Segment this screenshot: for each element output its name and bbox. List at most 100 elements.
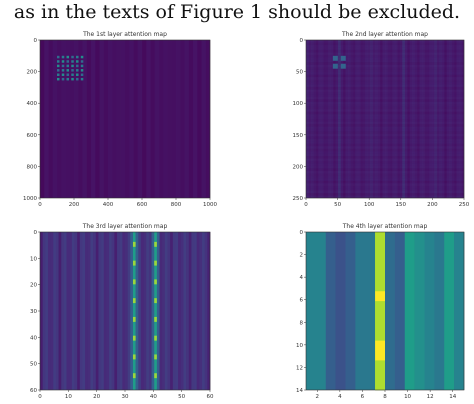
heatmap-row — [306, 69, 464, 73]
heatmap-column — [180, 40, 185, 198]
heatmap-column — [345, 40, 349, 198]
heatmap-row — [306, 173, 464, 177]
heatmap-column — [313, 40, 317, 198]
heatmap-column — [306, 232, 317, 390]
y-tick-label: 4 — [300, 275, 304, 281]
x-tick-label: 150 — [396, 202, 407, 208]
x-tick-label: 60 — [207, 394, 214, 400]
heatmap-column — [95, 232, 99, 390]
heatmap-column — [365, 40, 369, 198]
heatmap-column — [57, 40, 62, 198]
heatmap-column — [143, 232, 147, 390]
heatmap-column — [61, 232, 65, 390]
heatmap-column — [340, 40, 344, 198]
heatmap-column — [205, 40, 211, 198]
heatmap-cell — [80, 73, 84, 76]
body-text-line: as in the texts of Figure 1 should be ex… — [13, 1, 461, 23]
heatmap-cell — [375, 320, 385, 332]
heatmap-cell — [375, 241, 385, 253]
plot-title: The 3rd layer attention map — [82, 223, 168, 230]
heatmap-column — [355, 40, 359, 198]
heatmap-column — [454, 40, 457, 198]
heatmap-cell — [76, 73, 79, 76]
heatmap-column — [40, 40, 45, 198]
heatmap-column — [392, 40, 396, 198]
heatmap-column — [162, 232, 166, 390]
heatmap-column — [414, 232, 425, 390]
heatmap-column — [335, 232, 346, 390]
heatmap-column — [150, 40, 156, 198]
heatmap-column — [407, 40, 410, 198]
heatmap-column — [335, 40, 339, 198]
heatmap-row — [306, 42, 464, 46]
heatmap-cell — [132, 354, 136, 360]
x-tick-label: 4 — [338, 394, 342, 400]
heatmap-column — [422, 40, 425, 198]
heatmap-column — [133, 40, 139, 198]
x-tick-label: 200 — [69, 202, 80, 208]
heatmap-column — [402, 40, 406, 198]
attention-maps-figure: The 1st layer attention map 0 200 400 600 800… — [0, 28, 474, 404]
heatmap-cell — [375, 281, 385, 292]
heatmap-cell — [375, 380, 385, 391]
heatmap-column — [426, 40, 430, 198]
heatmap-column — [323, 40, 327, 198]
heatmap-row — [306, 47, 464, 51]
heatmap-column — [315, 40, 319, 198]
heatmap-row — [306, 72, 464, 75]
heatmap-cell — [340, 63, 346, 69]
heatmap-column — [382, 40, 386, 198]
heatmap-cell — [61, 64, 65, 68]
heatmap-cell — [61, 60, 65, 63]
heatmap-column — [129, 40, 134, 198]
heatmap-cell — [375, 311, 385, 322]
heatmap-column — [367, 40, 371, 198]
heatmap-cell — [57, 69, 60, 72]
heatmap-cell — [66, 77, 70, 81]
y-tick-label: 400 — [27, 101, 38, 107]
heatmap-cell — [375, 271, 385, 282]
heatmap-column — [436, 40, 440, 198]
heatmap-column — [151, 232, 155, 390]
heatmap-column — [197, 40, 202, 198]
plot-layer-1: The 1st layer attention map 0 200 400 600 800… — [18, 28, 228, 208]
heatmap-row — [306, 158, 464, 162]
y-tick-label: 0 — [300, 230, 304, 236]
heatmap-column — [117, 232, 120, 390]
heatmap-column — [172, 232, 176, 390]
heatmap-cell — [66, 64, 70, 68]
heatmap-row — [306, 136, 464, 140]
heatmap-column — [98, 232, 102, 390]
heatmap-column — [444, 40, 448, 198]
heatmap-cell — [71, 77, 74, 81]
heatmap-column — [52, 40, 58, 198]
y-tick-label: 10 — [296, 343, 303, 349]
heatmap-column — [167, 40, 173, 198]
heatmap-row — [306, 188, 464, 191]
heatmap-cell — [80, 77, 84, 81]
x-tick-label: 6 — [361, 394, 365, 400]
heatmap-cell — [71, 69, 74, 72]
heatmap-column — [412, 40, 415, 198]
heatmap-column — [78, 40, 83, 198]
heatmap-column — [345, 232, 356, 390]
heatmap-cell — [71, 64, 74, 68]
heatmap-cell — [154, 241, 157, 247]
heatmap-column — [55, 232, 59, 390]
heatmap-column — [127, 232, 131, 390]
heatmap-column — [69, 232, 73, 390]
heatmap-column — [180, 232, 184, 390]
heatmap-column — [184, 40, 190, 198]
x-tick-label: 50 — [334, 202, 341, 208]
heatmap-row — [306, 57, 464, 61]
y-tick-label: 50 — [30, 362, 37, 368]
heatmap-column — [333, 40, 336, 198]
heatmap-cell — [80, 69, 84, 72]
heatmap-cell — [57, 77, 60, 81]
heatmap-column — [122, 232, 126, 390]
heatmap-cell — [154, 279, 157, 285]
heatmap-column — [47, 232, 51, 390]
heatmap-cell — [76, 60, 79, 63]
heatmap-cell — [61, 77, 65, 81]
y-tick-label: 6 — [300, 298, 304, 304]
